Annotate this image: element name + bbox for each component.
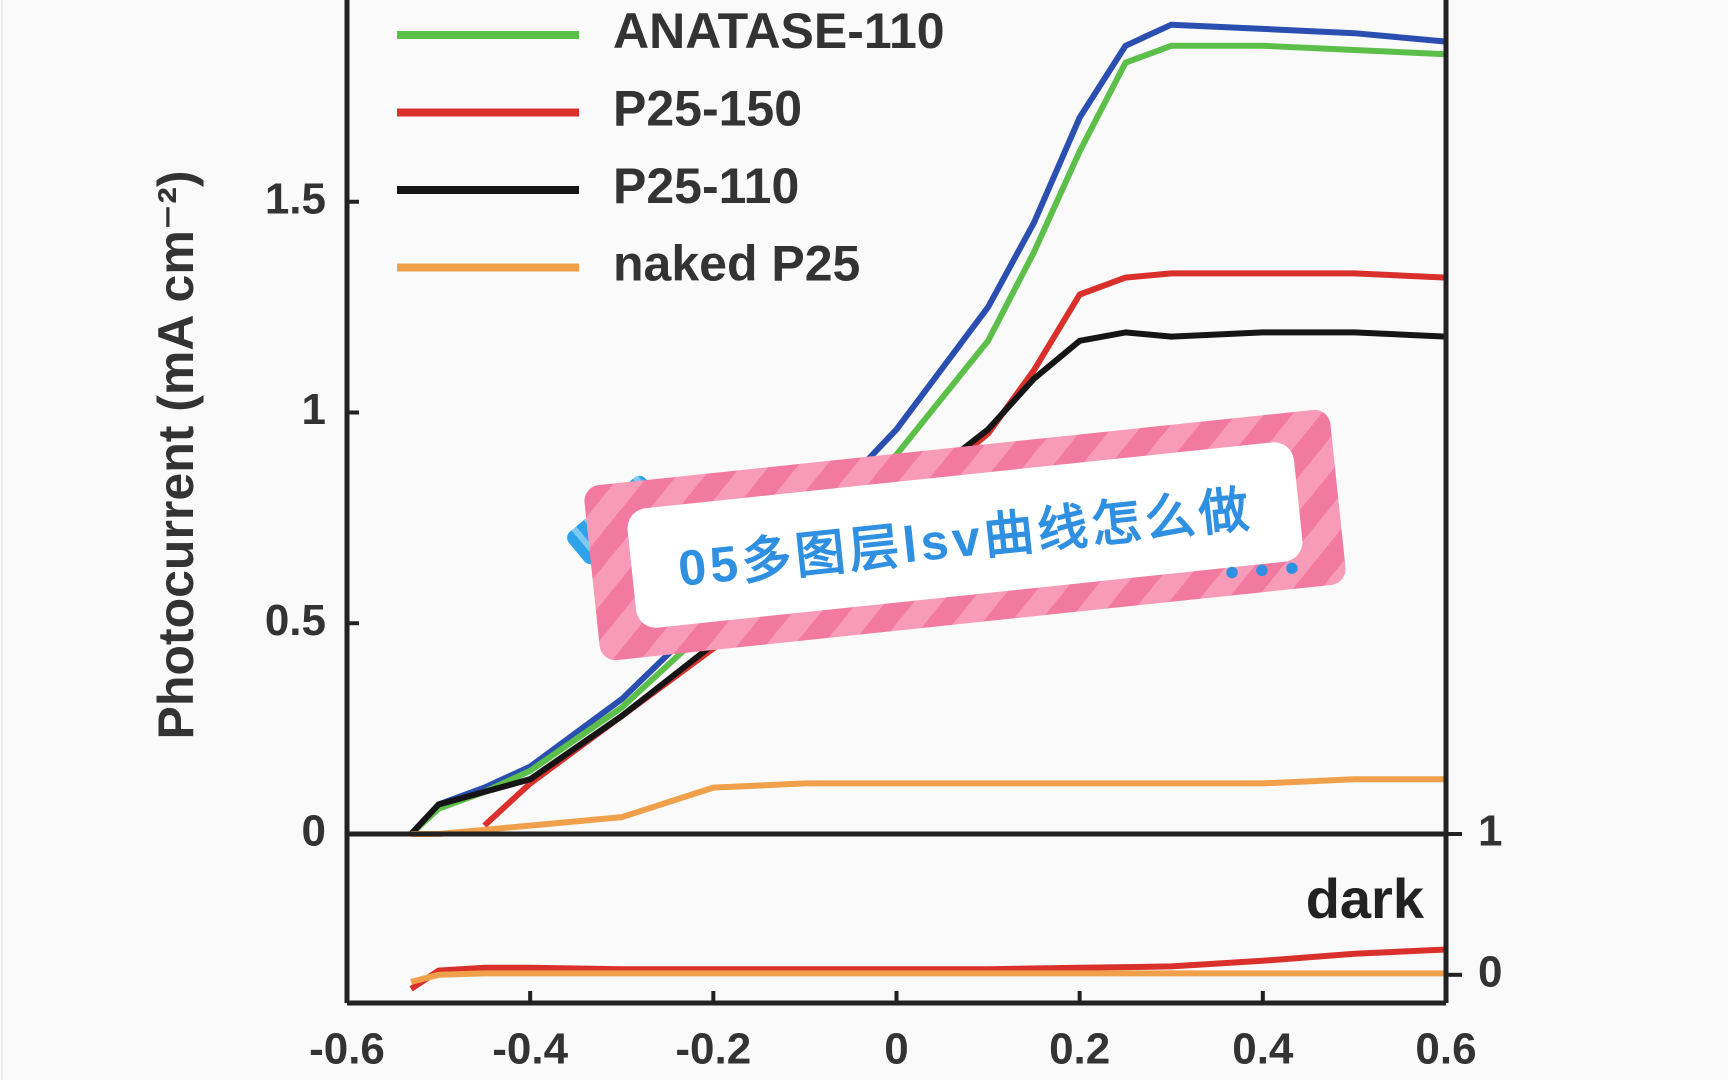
x-tick-label: -0.2: [675, 1025, 751, 1074]
x-tick-label: 0.2: [1049, 1025, 1110, 1074]
series-line: [411, 776, 1446, 837]
annotation: dark: [1306, 867, 1425, 930]
legend-label: ANATASE-110: [613, 3, 945, 59]
series-line: [410, 970, 1446, 985]
x-tick-label: 0.4: [1232, 1025, 1294, 1074]
y-tick-label: 1.5: [265, 174, 326, 223]
series-line: [409, 42, 1447, 837]
y-tick-label: 0: [302, 807, 326, 856]
y2-tick-label: 0: [1478, 947, 1502, 996]
x-tick-label: 0: [884, 1025, 908, 1074]
series-line: [409, 946, 1447, 992]
legend-label: P25-110: [613, 158, 799, 214]
y-axis-label: Photocurrent (mA cm⁻²): [148, 171, 204, 740]
legend-label: naked P25: [613, 236, 860, 292]
series-line: [408, 21, 1447, 837]
x-tick-label: -0.6: [309, 1025, 385, 1074]
y-tick-label: 1: [302, 385, 326, 434]
y-tick-label: 0.5: [265, 596, 326, 645]
y2-tick-label: 1: [1478, 807, 1502, 856]
x-tick-label: -0.4: [492, 1025, 568, 1074]
legend-label: P25-150: [613, 81, 802, 137]
x-tick-label: 0.6: [1415, 1025, 1476, 1074]
sticker-dots: •••: [1223, 544, 1317, 596]
